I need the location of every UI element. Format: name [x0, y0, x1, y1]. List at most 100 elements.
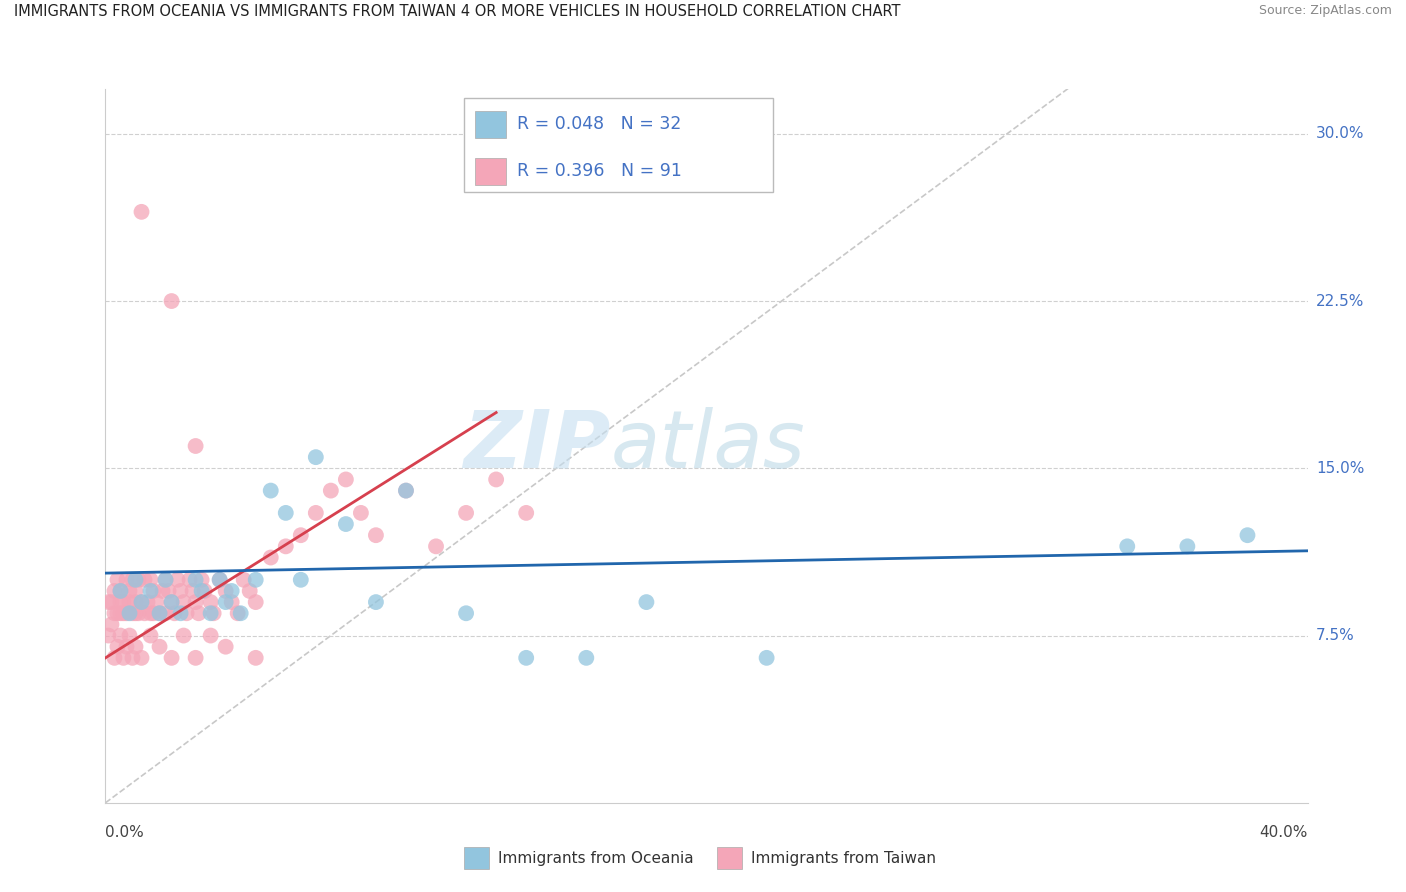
- Point: [160, 595, 183, 609]
- Point: [290, 528, 312, 542]
- Point: [350, 506, 373, 520]
- Point: [184, 651, 207, 665]
- Point: [245, 651, 267, 665]
- Point: [139, 583, 162, 598]
- Point: [103, 651, 125, 665]
- Point: [160, 293, 183, 308]
- Point: [194, 583, 217, 598]
- Point: [155, 607, 177, 621]
- Point: [124, 583, 146, 598]
- Point: [200, 628, 222, 642]
- Point: [121, 573, 143, 587]
- Point: [155, 573, 177, 587]
- Point: [169, 607, 191, 621]
- Point: [200, 607, 222, 621]
- Point: [176, 607, 198, 621]
- Point: [575, 651, 598, 665]
- Point: [110, 628, 132, 642]
- Text: ZIP: ZIP: [463, 407, 610, 485]
- Point: [335, 517, 357, 532]
- Text: 40.0%: 40.0%: [1260, 825, 1308, 840]
- Point: [260, 483, 283, 498]
- Point: [290, 573, 312, 587]
- Text: Immigrants from Taiwan: Immigrants from Taiwan: [751, 851, 936, 865]
- Point: [118, 628, 141, 642]
- Point: [110, 583, 132, 598]
- Point: [139, 573, 162, 587]
- Point: [152, 583, 174, 598]
- Point: [121, 651, 143, 665]
- Point: [121, 607, 143, 621]
- Point: [100, 595, 122, 609]
- Point: [157, 583, 180, 598]
- Point: [142, 583, 165, 598]
- Point: [179, 573, 201, 587]
- Point: [515, 506, 537, 520]
- Text: 30.0%: 30.0%: [1316, 127, 1364, 141]
- Point: [160, 651, 183, 665]
- Point: [136, 595, 159, 609]
- Point: [364, 528, 387, 542]
- Point: [190, 573, 212, 587]
- Point: [139, 607, 162, 621]
- Point: [131, 595, 153, 609]
- Text: 22.5%: 22.5%: [1316, 293, 1364, 309]
- Point: [184, 595, 207, 609]
- Point: [173, 628, 195, 642]
- Point: [208, 573, 231, 587]
- Point: [173, 595, 195, 609]
- Point: [214, 583, 236, 598]
- Point: [118, 583, 141, 598]
- Point: [110, 607, 132, 621]
- Point: [1116, 539, 1139, 553]
- Point: [148, 607, 170, 621]
- Point: [187, 607, 209, 621]
- Point: [425, 539, 447, 553]
- Point: [124, 573, 146, 587]
- Point: [155, 573, 177, 587]
- Text: atlas: atlas: [610, 407, 806, 485]
- Text: 0.0%: 0.0%: [105, 825, 145, 840]
- Point: [245, 595, 267, 609]
- Point: [274, 506, 297, 520]
- Point: [100, 617, 122, 632]
- Point: [755, 651, 778, 665]
- Point: [97, 595, 120, 609]
- Point: [364, 595, 387, 609]
- Point: [163, 607, 186, 621]
- Point: [107, 640, 129, 654]
- Point: [214, 595, 236, 609]
- Point: [103, 583, 125, 598]
- Point: [110, 583, 132, 598]
- Point: [245, 573, 267, 587]
- Point: [139, 628, 162, 642]
- Point: [124, 595, 146, 609]
- Point: [131, 651, 153, 665]
- Text: R = 0.396   N = 91: R = 0.396 N = 91: [517, 162, 682, 180]
- Point: [166, 573, 188, 587]
- Point: [454, 506, 477, 520]
- Point: [115, 640, 138, 654]
- Point: [454, 607, 477, 621]
- Point: [169, 583, 191, 598]
- Point: [1236, 528, 1258, 542]
- Text: IMMIGRANTS FROM OCEANIA VS IMMIGRANTS FROM TAIWAN 4 OR MORE VEHICLES IN HOUSEHOL: IMMIGRANTS FROM OCEANIA VS IMMIGRANTS FR…: [14, 4, 901, 20]
- Point: [160, 595, 183, 609]
- Point: [112, 607, 135, 621]
- Point: [395, 483, 418, 498]
- Point: [142, 607, 165, 621]
- Point: [115, 607, 138, 621]
- Point: [148, 640, 170, 654]
- Point: [124, 640, 146, 654]
- Point: [239, 583, 262, 598]
- Point: [131, 595, 153, 609]
- Point: [221, 595, 243, 609]
- Point: [148, 607, 170, 621]
- Point: [319, 483, 342, 498]
- Point: [97, 628, 120, 642]
- Point: [184, 573, 207, 587]
- Point: [335, 473, 357, 487]
- Point: [208, 573, 231, 587]
- Point: [107, 573, 129, 587]
- Point: [636, 595, 658, 609]
